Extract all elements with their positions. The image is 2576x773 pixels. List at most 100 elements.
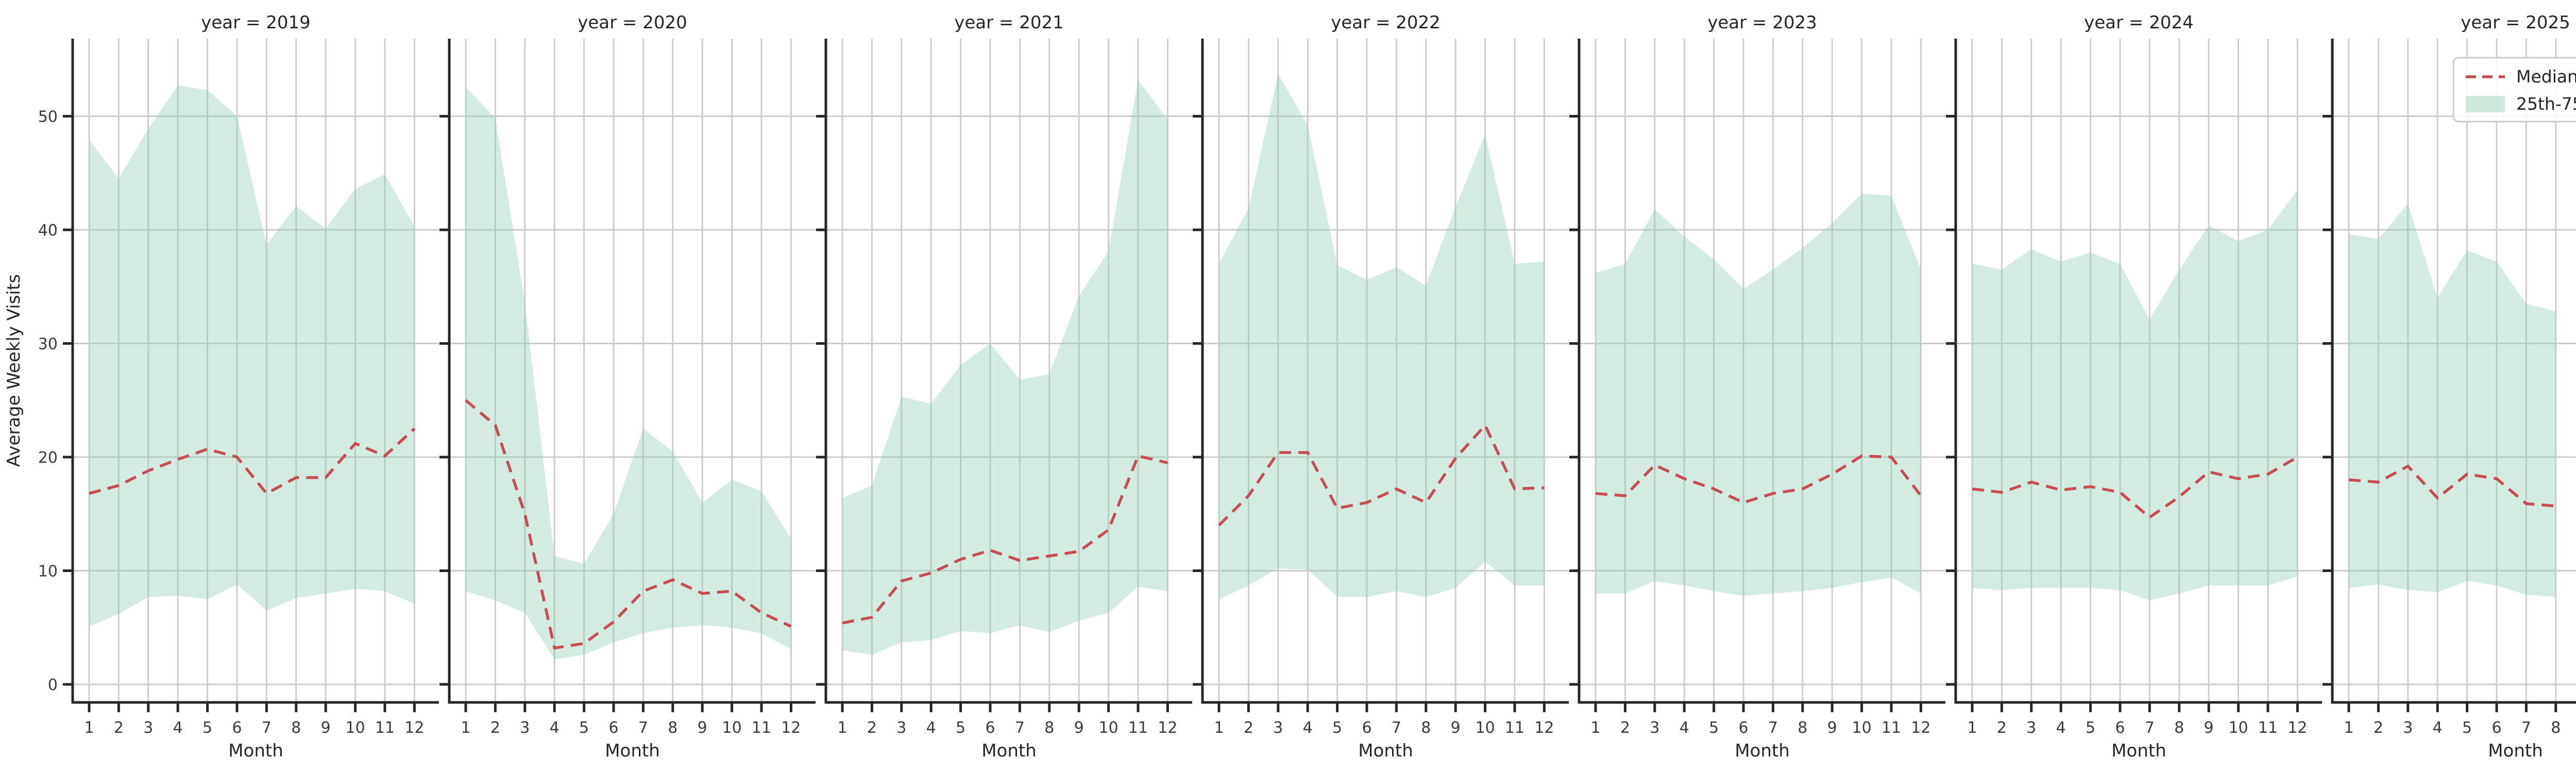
x-tick-label: 3 bbox=[1273, 719, 1283, 737]
x-tick-label: 3 bbox=[1650, 719, 1659, 737]
x-tick-label: 7 bbox=[1392, 719, 1401, 737]
x-tick-label: 1 bbox=[2344, 719, 2353, 737]
x-tick-label: 10 bbox=[1852, 719, 1872, 737]
percentile-band bbox=[466, 87, 791, 660]
legend-band-sample bbox=[2466, 96, 2505, 112]
x-tick-label: 8 bbox=[1798, 719, 1807, 737]
x-tick-label: 4 bbox=[2433, 719, 2443, 737]
x-tick-label: 12 bbox=[2287, 719, 2307, 737]
y-tick-label: 40 bbox=[38, 222, 58, 240]
x-tick-label: 8 bbox=[291, 719, 301, 737]
x-tick-label: 4 bbox=[1680, 719, 1689, 737]
x-tick-label: 10 bbox=[2229, 719, 2248, 737]
x-tick-label: 2 bbox=[1244, 719, 1253, 737]
median-line bbox=[465, 399, 792, 650]
x-tick-label: 12 bbox=[1911, 719, 1930, 737]
x-tick-label: 11 bbox=[1128, 719, 1148, 737]
x-tick-label: 11 bbox=[752, 719, 771, 737]
legend-box bbox=[2452, 57, 2576, 123]
x-tick-label: 5 bbox=[2462, 719, 2472, 737]
facet-title: year = 2025 bbox=[2461, 12, 2570, 33]
y-tick-label: 10 bbox=[38, 563, 58, 581]
x-tick-label: 3 bbox=[143, 719, 153, 737]
x-tick-label: 11 bbox=[2258, 719, 2278, 737]
facet-title: year = 2021 bbox=[954, 12, 1063, 33]
x-tick-label: 6 bbox=[2115, 719, 2125, 737]
x-tick-label: 4 bbox=[550, 719, 560, 737]
x-tick-label: 11 bbox=[375, 719, 395, 737]
x-tick-label: 9 bbox=[698, 719, 707, 737]
legend-label-median: Median bbox=[2516, 66, 2576, 87]
y-tick-label: 0 bbox=[48, 676, 58, 694]
x-tick-label: 9 bbox=[321, 719, 331, 737]
x-tick-label: 3 bbox=[896, 719, 906, 737]
percentile-band bbox=[1596, 193, 1921, 596]
legend-label-percentile: 25th-75th Percentile bbox=[2516, 94, 2576, 114]
percentile-band bbox=[1972, 190, 2298, 600]
x-tick-label: 10 bbox=[1099, 719, 1118, 737]
percentile-band bbox=[89, 85, 415, 627]
x-tick-label: 10 bbox=[722, 719, 742, 737]
x-tick-label: 2 bbox=[2374, 719, 2383, 737]
x-tick-label: 7 bbox=[2145, 719, 2155, 737]
facet-title: year = 2022 bbox=[1331, 12, 1440, 33]
x-tick-label: 1 bbox=[1590, 719, 1600, 737]
facet-title: year = 2024 bbox=[2084, 12, 2193, 33]
x-tick-label: 2 bbox=[867, 719, 877, 737]
x-tick-label: 5 bbox=[202, 719, 212, 737]
x-tick-label: 6 bbox=[2492, 719, 2501, 737]
x-tick-label: 9 bbox=[1451, 719, 1461, 737]
facet-title: year = 2019 bbox=[201, 12, 310, 33]
x-tick-label: 8 bbox=[1421, 719, 1431, 737]
x-tick-label: 2 bbox=[114, 719, 124, 737]
x-tick-label: 2 bbox=[1997, 719, 2007, 737]
x-tick-label: 10 bbox=[1476, 719, 1495, 737]
x-axis-label: Month bbox=[605, 741, 660, 761]
y-axis-label: Average Weekly Visits bbox=[4, 274, 24, 467]
x-axis-label: Month bbox=[1358, 741, 1413, 761]
x-tick-label: 8 bbox=[2551, 719, 2561, 737]
x-tick-label: 6 bbox=[232, 719, 242, 737]
x-tick-label: 9 bbox=[2204, 719, 2214, 737]
x-tick-label: 4 bbox=[173, 719, 183, 737]
x-tick-label: 8 bbox=[2174, 719, 2184, 737]
percentile-band bbox=[842, 79, 1168, 655]
x-tick-label: 12 bbox=[1158, 719, 1177, 737]
x-tick-label: 4 bbox=[1303, 719, 1313, 737]
x-tick-label: 12 bbox=[404, 719, 424, 737]
x-tick-label: 5 bbox=[1332, 719, 1342, 737]
x-tick-label: 1 bbox=[837, 719, 847, 737]
median-line bbox=[1218, 423, 1545, 527]
y-tick-label: 30 bbox=[38, 335, 58, 354]
x-tick-label: 1 bbox=[84, 719, 94, 737]
x-axis-label: Month bbox=[2488, 741, 2543, 761]
x-tick-label: 4 bbox=[926, 719, 936, 737]
x-tick-label: 8 bbox=[668, 719, 677, 737]
x-tick-label: 11 bbox=[1505, 719, 1524, 737]
x-tick-label: 5 bbox=[956, 719, 965, 737]
x-tick-label: 5 bbox=[2086, 719, 2095, 737]
y-tick-label: 20 bbox=[38, 449, 58, 467]
x-axis-label: Month bbox=[2111, 741, 2166, 761]
legend: Median 25th-75th Percentile bbox=[2452, 57, 2576, 123]
x-tick-label: 6 bbox=[985, 719, 995, 737]
x-tick-label: 3 bbox=[520, 719, 530, 737]
x-tick-label: 12 bbox=[1534, 719, 1554, 737]
x-tick-label: 9 bbox=[1827, 719, 1837, 737]
x-tick-label: 6 bbox=[1362, 719, 1371, 737]
median-line bbox=[2348, 464, 2556, 508]
x-tick-label: 3 bbox=[2403, 719, 2413, 737]
x-axis-label: Month bbox=[1735, 741, 1790, 761]
x-tick-label: 7 bbox=[1015, 719, 1025, 737]
median-line bbox=[1595, 455, 1922, 505]
